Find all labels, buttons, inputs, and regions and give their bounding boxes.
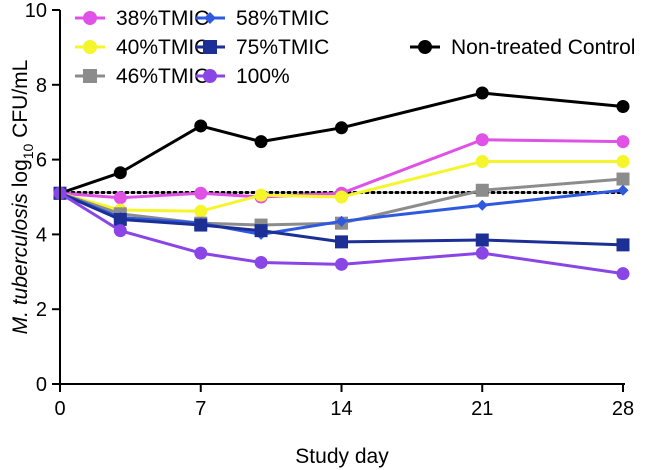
- legend-label: 100%: [236, 65, 290, 88]
- data-point-75pcttmic: [194, 218, 208, 232]
- x-tick-label: 14: [330, 398, 352, 420]
- y-axis-title-prefix: log: [9, 159, 32, 193]
- series-100pct: [53, 186, 630, 281]
- x-tick-label: 7: [195, 398, 206, 420]
- data-point-100pct: [475, 246, 489, 260]
- legend-item-58pcttmic: 58%TMIC: [195, 7, 329, 30]
- data-point-75pcttmic: [335, 235, 348, 249]
- legend-marker: [418, 40, 432, 54]
- data-point-75pcttmic: [475, 233, 489, 247]
- data-point-100pct: [194, 246, 208, 260]
- data-point-100pct: [254, 255, 268, 269]
- legend-item-38pcttmic: 38%TMIC: [75, 7, 209, 30]
- legend-marker: [83, 11, 97, 25]
- data-point-58pcttmic: [335, 215, 348, 227]
- legend-marker: [203, 69, 217, 83]
- data-point-non-treated-control: [335, 121, 348, 135]
- y-axis-title-suffix: CFU/mL: [9, 60, 32, 144]
- data-point-non-treated-control: [616, 99, 630, 113]
- data-point-non-treated-control: [194, 119, 208, 133]
- legend-label: 75%TMIC: [236, 36, 329, 59]
- data-point-38pcttmic: [194, 186, 208, 200]
- legend-label: 46%TMIC: [116, 65, 209, 88]
- series-line-non-treated-control: [59, 91, 624, 195]
- legend-marker: [203, 40, 217, 54]
- x-tick-label: 21: [471, 398, 493, 420]
- data-point-non-treated-control: [475, 86, 489, 100]
- y-axis-title-italic: M. tuberculosis: [9, 193, 32, 335]
- data-point-75pcttmic: [616, 238, 630, 252]
- x-tick-label: 28: [612, 398, 634, 420]
- y-tick-label: 4: [36, 224, 47, 246]
- data-point-100pct: [113, 224, 127, 238]
- legend-label: 38%TMIC: [116, 7, 209, 30]
- legend-item-non-treated-control: Non-treated Control: [410, 36, 635, 59]
- data-point-38pcttmic: [475, 133, 489, 147]
- data-point-58pcttmic: [617, 184, 629, 196]
- y-tick-label: 0: [36, 374, 47, 396]
- data-point-100pct: [335, 257, 348, 271]
- data-point-75pcttmic: [254, 224, 268, 238]
- data-point-40pcttmic: [475, 154, 489, 168]
- data-point-non-treated-control: [113, 166, 127, 180]
- y-tick-label: 2: [36, 299, 47, 321]
- legend-label: 58%TMIC: [236, 7, 329, 30]
- series-layer: [53, 86, 630, 281]
- data-point-40pcttmic: [335, 190, 348, 204]
- x-tick-label: 0: [54, 398, 65, 420]
- data-point-46pcttmic: [475, 183, 489, 197]
- legend-item-46pcttmic: 46%TMIC: [75, 65, 209, 88]
- legend-item-100pct: 100%: [195, 65, 290, 88]
- y-tick-label: 8: [36, 75, 47, 97]
- series-non-treated-control: [53, 86, 630, 200]
- legend-label: Non-treated Control: [451, 36, 635, 59]
- legend: 38%TMIC 58%TMIC 40%TMIC 75%TMIC Non-treated …: [75, 7, 635, 88]
- data-point-100pct: [616, 267, 630, 281]
- legend-label: 40%TMIC: [116, 36, 209, 59]
- y-tick-label: 6: [36, 150, 47, 172]
- y-axis-title-subscript: 10: [20, 143, 36, 159]
- legend-item-75pcttmic: 75%TMIC: [195, 36, 329, 59]
- data-point-46pcttmic: [616, 172, 630, 186]
- ticks-layer: 0 7 14 21 28 0 2 4 6 8 10: [25, 0, 634, 420]
- legend-marker: [83, 40, 97, 54]
- legend-item-40pcttmic: 40%TMIC: [75, 36, 209, 59]
- data-point-40pcttmic: [616, 154, 630, 168]
- legend-marker: [204, 12, 216, 24]
- data-point-58pcttmic: [476, 199, 488, 211]
- data-point-38pcttmic: [616, 135, 630, 149]
- data-point-non-treated-control: [254, 135, 268, 149]
- data-point-38pcttmic: [113, 191, 127, 205]
- legend-marker: [83, 69, 97, 83]
- y-axis-title: M. tuberculosis log10 CFU/mL: [9, 60, 36, 335]
- data-point-40pcttmic: [194, 204, 208, 218]
- x-axis-title: Study day: [295, 445, 389, 468]
- data-point-40pcttmic: [254, 188, 268, 202]
- y-tick-label: 10: [25, 0, 47, 22]
- data-point-75pcttmic: [113, 212, 127, 226]
